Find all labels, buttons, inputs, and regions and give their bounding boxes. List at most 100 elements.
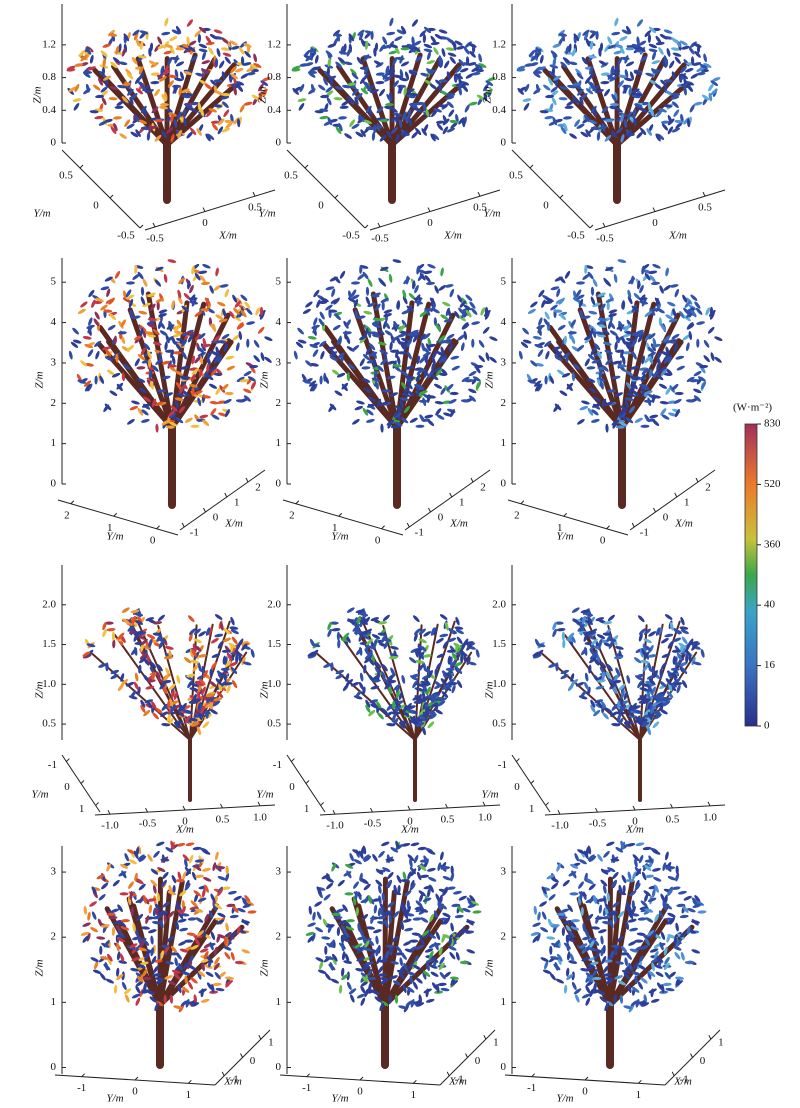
leaf bbox=[459, 300, 466, 308]
leaf bbox=[391, 127, 398, 134]
leaf bbox=[412, 280, 416, 290]
leaf bbox=[223, 398, 232, 404]
leaf bbox=[205, 693, 215, 698]
leaf bbox=[635, 331, 645, 335]
leaf bbox=[102, 628, 107, 638]
leaf bbox=[232, 644, 238, 653]
leaf bbox=[119, 133, 127, 139]
leaf bbox=[669, 60, 675, 69]
x-tick bbox=[483, 1034, 487, 1040]
leaf bbox=[156, 301, 160, 311]
x-tick-label: -0.5 bbox=[146, 232, 164, 244]
leaf bbox=[209, 709, 218, 715]
leaf bbox=[448, 109, 455, 117]
leaf bbox=[253, 340, 260, 348]
z-tick-label: 3 bbox=[501, 356, 507, 368]
z-tick-label: 5 bbox=[51, 276, 57, 288]
leaf bbox=[85, 47, 92, 55]
leaf bbox=[653, 876, 662, 882]
leaf bbox=[310, 83, 315, 93]
leaf bbox=[599, 303, 606, 312]
leaf bbox=[613, 273, 618, 283]
leaf bbox=[116, 100, 125, 106]
leaf bbox=[178, 86, 182, 96]
leaf bbox=[179, 45, 188, 50]
leaf bbox=[557, 369, 565, 376]
leaf bbox=[406, 339, 413, 347]
leaf bbox=[368, 343, 376, 351]
leaf bbox=[614, 17, 619, 27]
leaf bbox=[626, 675, 631, 684]
leaf bbox=[622, 351, 632, 355]
y-tick-label: -1 bbox=[48, 759, 57, 771]
leaf bbox=[111, 372, 121, 378]
leaf bbox=[158, 313, 167, 318]
leaf bbox=[674, 288, 680, 298]
leaf bbox=[559, 313, 567, 321]
leaf bbox=[683, 307, 690, 315]
leaf bbox=[209, 366, 217, 373]
leaf bbox=[395, 405, 403, 412]
x-tick-label: 1 bbox=[459, 497, 465, 509]
y-tick bbox=[606, 525, 610, 530]
leaf bbox=[389, 17, 394, 27]
leaf bbox=[162, 685, 168, 694]
leaf bbox=[226, 684, 231, 694]
leaf bbox=[251, 94, 260, 101]
leaf bbox=[100, 86, 108, 93]
leaf bbox=[468, 101, 478, 106]
leaf bbox=[368, 396, 376, 403]
leaf bbox=[616, 127, 623, 134]
leaf bbox=[368, 107, 373, 117]
y-tick bbox=[520, 500, 525, 505]
leaf bbox=[401, 111, 407, 120]
leaf bbox=[449, 951, 456, 960]
leaf bbox=[624, 957, 628, 967]
leaf bbox=[373, 47, 377, 57]
z-axis-label: Z/m bbox=[484, 681, 496, 698]
colorbar bbox=[744, 423, 758, 727]
leaf bbox=[193, 638, 202, 644]
y-tick bbox=[559, 194, 564, 199]
y-tick bbox=[66, 758, 70, 762]
x-tick-label: -1.0 bbox=[551, 820, 569, 832]
leaf bbox=[166, 127, 173, 134]
leaf bbox=[556, 628, 566, 632]
leaf bbox=[603, 850, 610, 858]
leaf bbox=[489, 336, 498, 342]
leaf bbox=[548, 894, 556, 901]
z-tick-label: 2.0 bbox=[492, 598, 506, 610]
leaf bbox=[138, 310, 148, 315]
leaf bbox=[708, 83, 714, 92]
leaf bbox=[228, 642, 237, 649]
leaf bbox=[707, 326, 715, 334]
z-tick-label: 1 bbox=[276, 996, 282, 1008]
z-tick-label: 2 bbox=[51, 931, 57, 943]
leaf bbox=[361, 378, 371, 383]
leaf bbox=[464, 379, 474, 383]
leaf bbox=[467, 62, 477, 66]
leaf bbox=[656, 109, 663, 118]
leaf bbox=[260, 80, 269, 86]
z-tick-label: 0 bbox=[51, 1061, 57, 1073]
tree-panel bbox=[307, 607, 480, 802]
leaf bbox=[96, 936, 106, 940]
leaf bbox=[409, 417, 418, 423]
leaf bbox=[430, 35, 437, 44]
leaf bbox=[652, 371, 659, 379]
leaf bbox=[170, 134, 175, 143]
leaf bbox=[118, 43, 122, 53]
leaf bbox=[177, 289, 182, 299]
leaf bbox=[446, 101, 454, 109]
leaf bbox=[450, 922, 454, 932]
leaf bbox=[439, 58, 444, 68]
leaf bbox=[160, 711, 168, 717]
leaf bbox=[157, 389, 166, 393]
leaf bbox=[438, 335, 446, 342]
leaf bbox=[683, 315, 691, 322]
leaf bbox=[203, 669, 208, 679]
leaf bbox=[107, 324, 116, 331]
leaf bbox=[419, 333, 426, 342]
leaf bbox=[406, 88, 415, 94]
z-tick-label: 2.0 bbox=[267, 598, 281, 610]
